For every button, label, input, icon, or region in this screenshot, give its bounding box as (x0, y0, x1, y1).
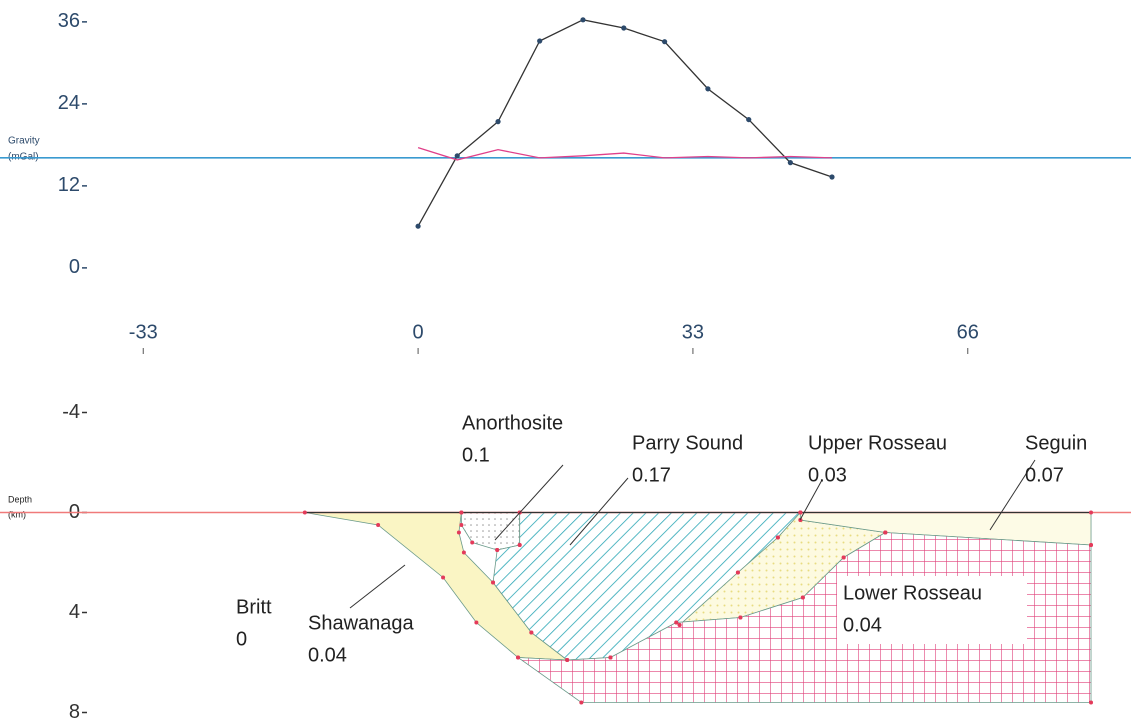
vertex (775, 535, 780, 540)
data-point (662, 39, 668, 45)
vertex (517, 543, 522, 547)
body-name: Shawanaga (308, 612, 415, 634)
data-point (580, 17, 586, 23)
vertex (579, 700, 584, 705)
vertex (1089, 510, 1094, 515)
y-tick-label: 36 (58, 10, 80, 32)
body-name: Lower Rosseau (843, 582, 982, 604)
body-name: Anorthosite (462, 412, 563, 434)
data-point (746, 116, 752, 123)
vertex (491, 580, 496, 585)
vertex (459, 510, 464, 515)
series-line (417, 19, 833, 227)
data-point (787, 160, 793, 166)
y-axis-label: Depth (8, 494, 32, 504)
vertex (529, 630, 534, 635)
body-density: 0.1 (462, 444, 490, 466)
vertex (495, 548, 500, 552)
series-line (417, 146, 833, 161)
data-point (705, 86, 711, 92)
vertex (461, 550, 466, 555)
vertex (841, 555, 846, 560)
x-tick-label: 66 (957, 321, 979, 343)
body-density: 0.17 (632, 464, 671, 486)
vertex (302, 510, 307, 515)
data-point (829, 174, 835, 180)
vertex (674, 620, 679, 625)
vertex (456, 530, 461, 535)
vertex (798, 510, 803, 515)
data-point (537, 38, 543, 44)
y-tick-label: 24 (58, 92, 80, 114)
vertex (516, 655, 521, 660)
vertex (608, 655, 613, 660)
body-density: 0.03 (808, 464, 847, 486)
data-point (621, 25, 627, 31)
y-tick-label: 0 (69, 501, 80, 523)
y-axis-label: (km) (8, 509, 26, 519)
x-tick-label: 33 (682, 321, 704, 343)
leader-line (799, 479, 823, 521)
body-density: 0.07 (1025, 464, 1064, 486)
vertex (1089, 543, 1094, 547)
x-tick-label: 0 (413, 321, 424, 343)
vertex (470, 540, 475, 545)
body-name: Seguin (1025, 432, 1087, 454)
body-density: 0.04 (308, 644, 347, 666)
vertex (441, 575, 446, 580)
x-tick-label: -33 (129, 321, 158, 343)
body-name: Upper Rosseau (808, 432, 947, 454)
y-tick-label: 12 (58, 174, 80, 196)
vertex (565, 658, 570, 662)
vertex (474, 620, 479, 625)
leader-line (569, 477, 629, 546)
y-axis-label: Gravity (8, 136, 40, 147)
vertex (738, 615, 743, 620)
geologic-body (460, 512, 521, 551)
y-tick-label: 4 (69, 601, 80, 623)
label-box (837, 576, 1027, 644)
geologic-body (516, 532, 1092, 703)
body-name: Parry Sound (632, 432, 743, 454)
data-point (454, 153, 460, 159)
vertex (735, 570, 740, 575)
vertex (1089, 700, 1094, 705)
y-tick-label: 8 (69, 701, 80, 722)
body-density: 0.04 (843, 614, 882, 636)
leader-line (349, 564, 406, 609)
body-density: 0 (236, 628, 247, 650)
vertex (800, 595, 805, 600)
y-tick-label: 0 (69, 256, 80, 278)
data-point (495, 119, 501, 125)
vertex (459, 523, 464, 527)
y-tick-label: -4 (62, 401, 80, 423)
body-name: Britt (236, 596, 272, 618)
vertex (376, 523, 381, 527)
vertex (883, 530, 888, 535)
leader-line (494, 464, 564, 541)
vertex (677, 623, 682, 627)
leader-line (989, 459, 1036, 531)
data-point (415, 223, 421, 229)
